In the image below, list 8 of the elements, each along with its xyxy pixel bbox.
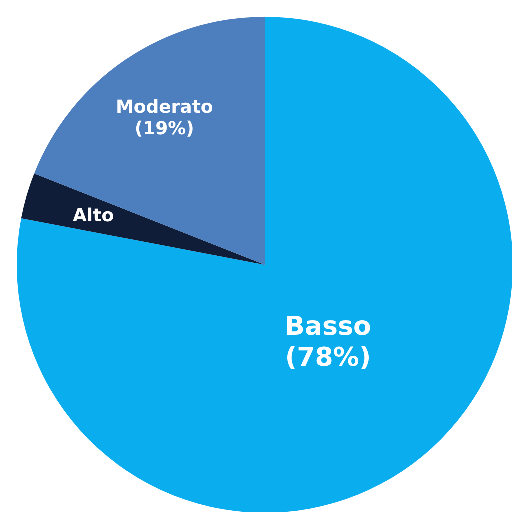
data-label: (78%) xyxy=(285,343,372,374)
slice-label: Moderato xyxy=(116,96,214,118)
slice-label: Alto xyxy=(72,205,114,226)
data-label: (19%) xyxy=(134,118,194,140)
pie-slice xyxy=(17,17,512,512)
pie-slice xyxy=(34,17,265,265)
slice-label: Basso xyxy=(285,312,372,342)
pie-slice xyxy=(21,174,265,265)
